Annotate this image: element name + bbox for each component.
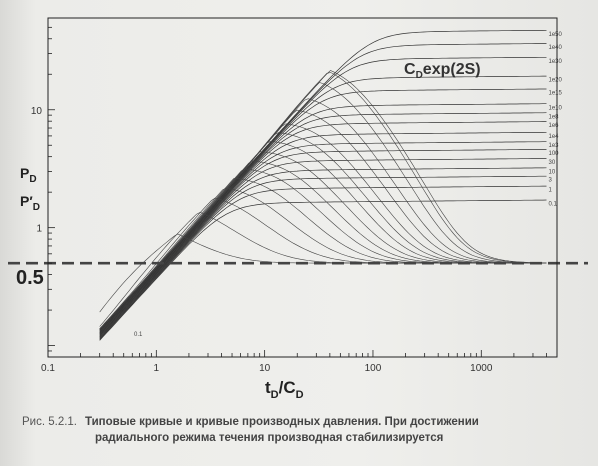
curve-label: 1e40: [549, 45, 563, 51]
derivative-curve: [99, 70, 547, 330]
curve-label: 3: [549, 178, 553, 184]
curve-label: 1e50: [549, 32, 563, 38]
curve-label: 1e6: [549, 123, 560, 129]
curve-labels-group: 1e50 1e40 1e30 1e20 1e15 1e10 1e8 1e6 1e4 1e3 100 3…: [549, 32, 563, 208]
y-tick-label: 1: [36, 224, 42, 235]
x-tick-label: 0.1: [41, 363, 55, 374]
pressure-curve: [99, 112, 547, 334]
caption-line-1: Типовые кривые и кривые производных давл…: [85, 416, 479, 428]
curve-label: 1: [549, 188, 553, 194]
pressure-curve: [99, 75, 547, 332]
y-label-pd: PD: [20, 165, 37, 185]
plot-frame: [47, 17, 558, 358]
x-axis-label: tD/CD: [265, 378, 304, 401]
pressure-curve: [99, 56, 547, 331]
y-tick-label: 10: [31, 106, 43, 117]
pressure-curve: [99, 199, 547, 341]
curve-label-bottom: 0.1: [134, 332, 143, 338]
curve-label: 0.1: [549, 202, 558, 208]
derivative-curve: [99, 140, 547, 330]
derivative-curve: [99, 82, 547, 330]
pressure-curve: [99, 141, 547, 336]
annotation-cd-exp-2s: CDexp(2S): [404, 61, 481, 81]
pressure-curve: [99, 175, 547, 339]
caption-number: Рис. 5.2.1.: [22, 416, 78, 428]
pressure-curve: [99, 185, 547, 340]
figure-caption: Рис. 5.2.1. Типовые кривые и кривые произ…: [22, 414, 582, 446]
curve-label: 1e10: [549, 105, 563, 111]
x-tick-label: 1000: [470, 363, 493, 374]
pressure-curve: [99, 167, 547, 339]
pressure-curve: [99, 88, 547, 333]
y-label-pd-prime: P′D: [20, 193, 40, 213]
caption-line-2: радиального режима течения производная с…: [95, 432, 444, 444]
curve-label: 100: [549, 151, 560, 157]
pressure-curve: [99, 121, 547, 335]
x-axis-ticks: 0.1 1 10 100 1000: [41, 350, 558, 374]
curve-label: 1e15: [549, 91, 563, 97]
curves-group: [99, 29, 547, 341]
pressure-curve: [99, 149, 547, 337]
x-tick-label: 1: [154, 363, 160, 374]
curve-label: 1e4: [549, 134, 560, 140]
derivative-curve: [99, 211, 547, 327]
derivative-curve: [99, 168, 547, 330]
derivative-curve: [99, 109, 547, 330]
y-ref-label: 0.5: [16, 267, 44, 289]
x-tick-label: 10: [259, 363, 271, 374]
pressure-curve: [99, 131, 547, 335]
x-tick-label: 100: [365, 363, 382, 374]
derivative-curves-group: [99, 70, 547, 330]
y-axis-ticks: 1 10: [31, 17, 55, 358]
curve-label: 10: [549, 169, 556, 175]
curve-label: 1e20: [549, 78, 563, 84]
curve-label: 30: [549, 160, 556, 166]
curve-label: 1e8: [549, 114, 560, 120]
pressure-curve: [99, 158, 547, 338]
pressure-curve: [99, 103, 547, 333]
curve-label: 1e3: [549, 143, 560, 149]
derivative-curve: [99, 123, 547, 330]
curve-label: 1e30: [549, 59, 563, 65]
